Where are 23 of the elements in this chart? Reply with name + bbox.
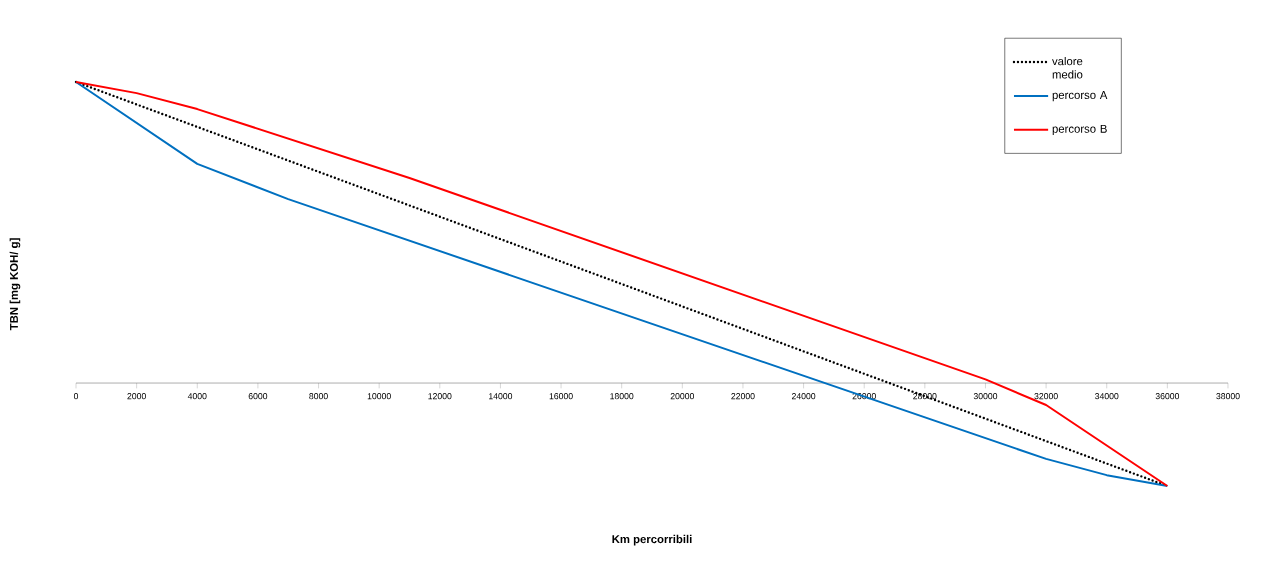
- x-tick-label: 10000: [367, 393, 391, 400]
- legend-label: valore medio: [1052, 56, 1083, 79]
- x-tick-label: 24000: [791, 393, 816, 400]
- x-tick-label: 4000: [187, 393, 207, 400]
- x-tick-label: 14000: [489, 393, 513, 400]
- x-tick-label: 38000: [1216, 393, 1240, 400]
- legend-label: percorso B: [1052, 124, 1107, 136]
- x-tick-label: 30000: [973, 393, 998, 400]
- x-tick-label: 2000: [127, 393, 146, 400]
- x-tick-label: 18000: [610, 393, 634, 400]
- x-tick-label: 32000: [1034, 393, 1058, 400]
- x-tick-label: 8000: [309, 393, 328, 400]
- x-tick-label: 36000: [1155, 393, 1180, 400]
- x-tick-label: 6000: [248, 393, 268, 400]
- x-axis-title: Km percorribili: [612, 534, 692, 546]
- x-tick-label: 16000: [549, 393, 573, 400]
- legend-label: percorso A: [1052, 91, 1108, 102]
- x-tick-label: 20000: [670, 393, 695, 400]
- x-tick-label: 34000: [1095, 393, 1119, 400]
- x-tick-label: 22000: [731, 393, 755, 400]
- x-tick-label: 12000: [428, 393, 452, 400]
- y-axis-title: TBN [mg KOH/ g]: [9, 238, 21, 331]
- x-tick-label: 0: [73, 393, 79, 400]
